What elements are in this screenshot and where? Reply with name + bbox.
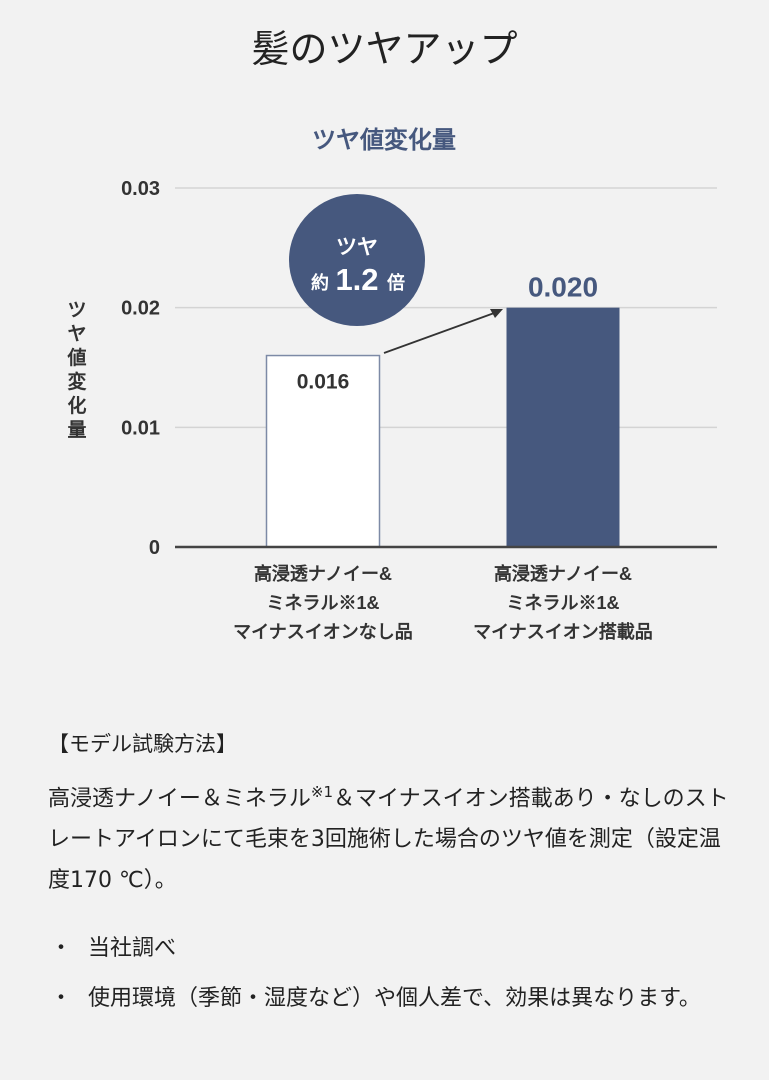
x-tick-label: 高浸透ナノイー&: [494, 563, 632, 584]
bullet: ・: [50, 986, 73, 1011]
badge-number: 1.2: [335, 262, 378, 297]
y-axis-label-char: 量: [67, 419, 86, 441]
note-text: 当社調べ: [88, 936, 177, 961]
y-axis-label-char: ヤ: [67, 324, 86, 345]
bar-chart: ツヤ値変化量0.030.020.010ツヤ値変化量0.016高浸透ナノイー&ミネ…: [66, 126, 717, 642]
badge-suffix: 倍: [387, 272, 405, 293]
x-tick-label: 高浸透ナノイー&: [254, 563, 392, 584]
page-title: 髪のツヤアップ: [251, 27, 518, 71]
y-axis-label-char: 変: [67, 370, 86, 393]
bar: [265, 354, 381, 548]
x-tick-label: ミネラル※1&: [506, 593, 619, 613]
y-tick-label: 0.02: [121, 298, 160, 320]
chart-title: ツヤ値変化量: [312, 126, 456, 154]
method-text-after: ＆マイナスイオン搭載あり・なしのストレートアイロンにて毛束を3回施術した場合のツ…: [48, 786, 729, 894]
x-tick-label: ミネラル※1&: [266, 593, 379, 613]
data-label: 0.016: [297, 371, 350, 394]
y-axis-label-char: 化: [67, 394, 86, 417]
note-text: 使用環境（季節・湿度など）や個人差で、効果は異なります。: [88, 986, 701, 1011]
y-axis-label-char: 値: [66, 347, 86, 369]
badge-prefix: 約: [311, 272, 329, 293]
method-heading: 【モデル試験方法】: [48, 732, 237, 756]
y-tick-label: 0.03: [121, 178, 160, 200]
y-tick-label: 0: [149, 537, 160, 559]
badge-line1: ツヤ: [336, 236, 378, 259]
method-description: 高浸透ナノイー＆ミネラル※1＆マイナスイオン搭載あり・なしのストレートアイロンに…: [48, 772, 738, 901]
y-tick-label: 0.01: [121, 417, 160, 439]
data-label: 0.020: [528, 272, 598, 303]
bullet: ・: [50, 936, 73, 961]
arrow-head-icon: [490, 309, 503, 318]
footnote-mark: ※1: [310, 783, 334, 801]
notes-list: ・当社調べ ・使用環境（季節・湿度など）や個人差で、効果は異なります。: [50, 928, 740, 1028]
arrow-line: [383, 311, 498, 354]
method-text-before: 高浸透ナノイー＆ミネラル: [48, 786, 311, 812]
bar: [506, 307, 620, 547]
note-item: ・当社調べ: [50, 928, 740, 969]
note-item: ・使用環境（季節・湿度など）や個人差で、効果は異なります。: [50, 978, 740, 1019]
ratio-badge: [289, 194, 425, 326]
x-tick-label: マイナスイオンなし品: [233, 622, 413, 642]
y-axis-label-char: ツ: [67, 300, 86, 321]
x-tick-label: マイナスイオン搭載品: [473, 621, 653, 642]
